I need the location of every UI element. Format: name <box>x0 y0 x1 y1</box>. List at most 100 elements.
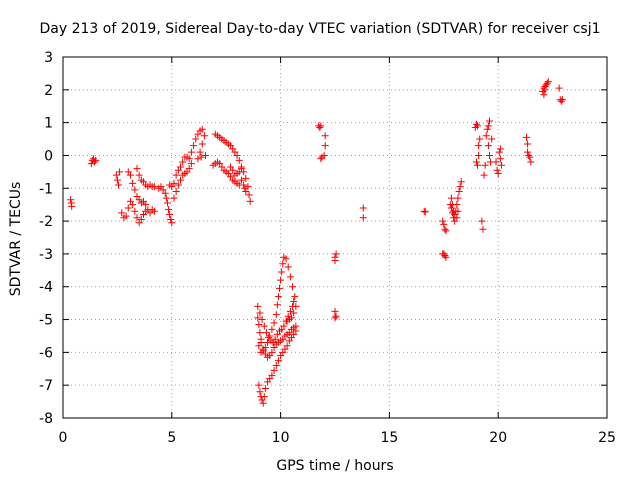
series-s20 <box>331 250 340 322</box>
y-tick-label: -5 <box>39 313 53 329</box>
data-point <box>495 148 503 156</box>
data-point <box>282 255 290 263</box>
data-point <box>290 297 298 305</box>
data-point <box>255 381 263 389</box>
data-point <box>194 155 202 163</box>
data-point <box>268 371 276 379</box>
data-point <box>331 256 339 264</box>
data-point <box>291 293 299 301</box>
data-point <box>202 151 210 159</box>
x-tick-label: 20 <box>489 430 507 446</box>
data-point <box>455 188 463 196</box>
data-point <box>271 335 279 343</box>
data-point <box>264 339 272 347</box>
data-point <box>198 125 206 133</box>
data-point <box>179 158 187 166</box>
data-point <box>161 189 169 197</box>
data-point <box>446 201 454 209</box>
data-point <box>474 122 482 130</box>
data-point <box>544 78 552 86</box>
data-point <box>122 212 130 220</box>
y-tick-label: -3 <box>39 247 53 263</box>
y-tick-label: -2 <box>39 214 53 230</box>
series-s09 <box>170 160 195 202</box>
series-s05 <box>124 168 158 217</box>
data-point <box>187 148 195 156</box>
data-point <box>493 166 501 174</box>
series-s12 <box>209 158 250 196</box>
data-point <box>260 393 268 401</box>
data-point <box>483 125 491 133</box>
data-point <box>442 253 450 261</box>
data-point <box>172 188 180 196</box>
data-point <box>421 208 429 216</box>
y-tick-label: 1 <box>44 116 53 132</box>
data-point <box>257 335 265 343</box>
data-point <box>200 132 208 140</box>
data-point <box>241 184 249 192</box>
data-point <box>284 312 292 320</box>
data-point <box>237 165 245 173</box>
data-point <box>124 204 132 212</box>
data-point <box>240 181 248 189</box>
data-point <box>118 209 126 217</box>
data-point <box>167 215 175 223</box>
data-point <box>420 207 428 215</box>
data-point <box>237 176 245 184</box>
data-point <box>137 215 145 223</box>
data-point <box>283 342 291 350</box>
data-point <box>268 348 276 356</box>
data-point <box>87 160 95 168</box>
data-point <box>242 174 250 182</box>
data-point <box>522 133 530 141</box>
data-point <box>163 199 171 207</box>
data-point <box>359 204 367 212</box>
x-tick-label: 5 <box>167 430 176 446</box>
data-point <box>129 179 137 187</box>
data-point <box>439 250 447 258</box>
data-point <box>185 165 193 173</box>
data-point <box>198 140 206 148</box>
series-s31 <box>555 84 566 105</box>
data-point <box>540 91 548 99</box>
data-point <box>454 207 462 215</box>
data-point <box>474 161 482 169</box>
data-point <box>270 319 278 327</box>
data-point <box>268 325 276 333</box>
data-point <box>162 194 170 202</box>
data-point <box>266 332 274 340</box>
data-point <box>453 201 461 209</box>
data-point <box>488 135 496 143</box>
data-point <box>316 124 324 132</box>
chart-title: Day 213 of 2019, Sidereal Day-to-day VTE… <box>39 21 600 37</box>
data-point <box>457 178 465 186</box>
data-point <box>475 142 483 150</box>
data-point <box>273 301 281 309</box>
data-point <box>258 316 266 324</box>
series-s01 <box>67 196 76 210</box>
data-point <box>283 317 291 325</box>
data-point <box>359 214 367 222</box>
data-point <box>479 225 487 233</box>
series-s21 <box>359 204 367 222</box>
data-point <box>150 183 158 191</box>
data-point <box>259 399 267 407</box>
data-point <box>197 153 205 161</box>
data-point <box>497 161 505 169</box>
data-point <box>476 135 484 143</box>
data-point <box>290 309 298 317</box>
data-point <box>260 322 268 330</box>
data-point <box>245 191 253 199</box>
data-point <box>447 194 455 202</box>
data-point <box>482 132 490 140</box>
data-point <box>177 163 185 171</box>
series-s30 <box>539 78 552 99</box>
data-point <box>256 309 264 317</box>
data-point <box>68 202 76 210</box>
data-point <box>525 151 533 159</box>
data-point <box>321 142 329 150</box>
data-point <box>292 302 300 310</box>
data-point <box>280 322 288 330</box>
data-point <box>332 312 340 320</box>
data-point <box>478 217 486 225</box>
